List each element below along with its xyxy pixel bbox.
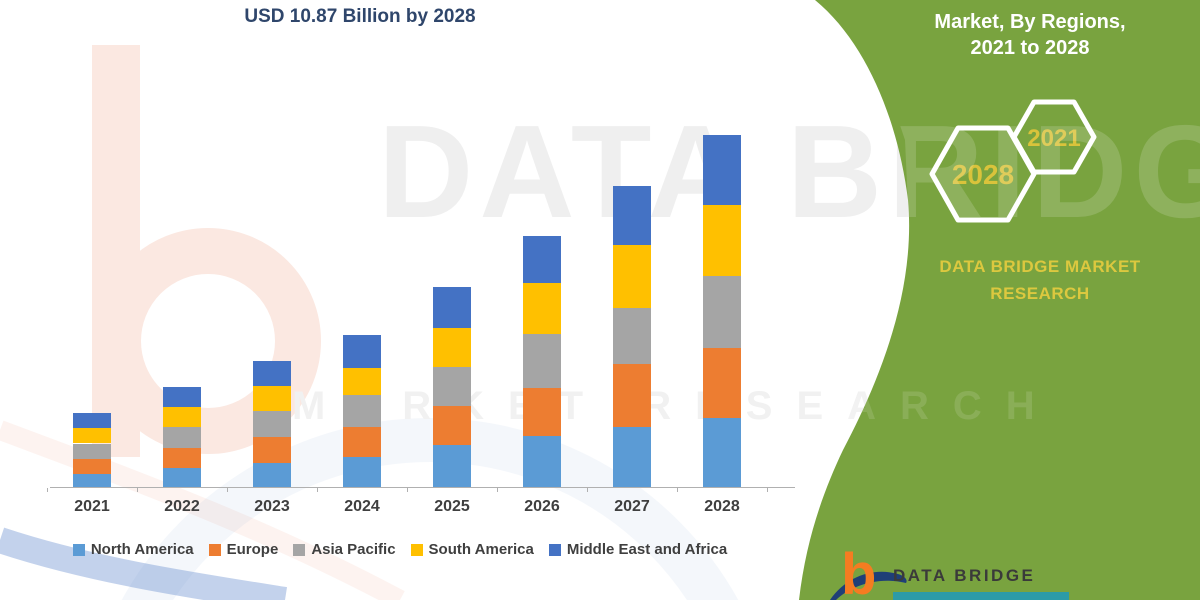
bar-segment-2028-north-america	[703, 417, 741, 488]
x-axis-tick	[407, 488, 408, 492]
bar-segment-2028-south-america	[703, 205, 741, 276]
bar-segment-2024-north-america	[343, 456, 381, 488]
legend-swatch-icon	[548, 543, 561, 556]
bar-segment-2022-asia-pacific	[163, 426, 201, 448]
bar-segment-2025-asia-pacific	[433, 366, 471, 406]
legend-label: South America	[428, 541, 534, 558]
x-axis-tick	[497, 488, 498, 492]
x-axis-label-2022: 2022	[164, 498, 200, 515]
logo-wordmark: DATA BRIDGE	[893, 566, 1036, 585]
bar-segment-2022-middle-east-and-africa	[163, 387, 201, 407]
x-axis-label-2028: 2028	[704, 498, 740, 515]
bar-segment-2024-south-america	[343, 367, 381, 396]
bar-segment-2021-europe	[73, 459, 111, 475]
x-axis-label-2026: 2026	[524, 498, 560, 515]
x-axis-tick	[587, 488, 588, 492]
x-axis-label-2021: 2021	[74, 498, 110, 515]
brand-line1: DATA BRIDGE MARKET	[939, 257, 1141, 276]
bar-segment-2022-south-america	[163, 406, 201, 427]
bar-segment-2023-europe	[253, 437, 291, 463]
bar-segment-2023-asia-pacific	[253, 411, 291, 438]
bar-segment-2023-south-america	[253, 385, 291, 412]
bar-segment-2024-middle-east-and-africa	[343, 335, 381, 368]
bar-segment-2026-south-america	[523, 283, 561, 335]
brand-text: DATA BRIDGE MARKET RESEARCH	[880, 253, 1200, 307]
bar-segment-2021-north-america	[73, 474, 111, 488]
panel-heading-line1: Market, By Regions,	[934, 11, 1126, 33]
bar-segment-2027-europe	[613, 363, 651, 427]
bar-segment-2023-middle-east-and-africa	[253, 361, 291, 386]
logo-swoosh-icon	[830, 571, 907, 600]
bar-segment-2024-asia-pacific	[343, 395, 381, 427]
legend-swatch-icon	[293, 543, 306, 556]
bar-segment-2022-europe	[163, 447, 201, 468]
legend-swatch-icon	[410, 543, 423, 556]
bar-segment-2026-asia-pacific	[523, 334, 561, 388]
bar-segment-2027-south-america	[613, 245, 651, 309]
bar-segment-2025-north-america	[433, 444, 471, 488]
bar-segment-2027-middle-east-and-africa	[613, 185, 651, 246]
x-axis-label-2025: 2025	[434, 498, 470, 515]
chart-legend: North America Europe Asia Pacific South Ame…	[25, 541, 775, 558]
hexagon-2021-year: 2021	[1027, 125, 1080, 152]
bar-segment-2028-europe	[703, 347, 741, 418]
x-axis-tick	[317, 488, 318, 492]
brand-line2: RESEARCH	[990, 284, 1090, 303]
hexagon-2028	[929, 125, 1037, 223]
x-axis-tick	[677, 488, 678, 492]
legend-label: Europe	[226, 541, 279, 558]
bar-segment-2027-asia-pacific	[613, 308, 651, 364]
x-axis-tick	[137, 488, 138, 492]
x-axis-line	[50, 487, 795, 488]
panel-heading: Market, By Regions, 2021 to 2028	[880, 9, 1180, 61]
x-axis-tick	[47, 488, 48, 492]
bar-segment-2021-south-america	[73, 427, 111, 444]
legend-item-europe: Europe	[208, 541, 279, 558]
bar-segment-2026-north-america	[523, 435, 561, 488]
bar-segment-2026-europe	[523, 387, 561, 436]
bar-segment-2025-middle-east-and-africa	[433, 286, 471, 328]
legend-item-north-america: North America	[72, 541, 194, 558]
bar-segment-2025-europe	[433, 405, 471, 445]
bar-segment-2021-middle-east-and-africa	[73, 412, 111, 428]
x-axis-label-2027: 2027	[614, 498, 650, 515]
bar-segment-2021-asia-pacific	[73, 443, 111, 460]
bar-segment-2028-asia-pacific	[703, 275, 741, 348]
legend-label: Asia Pacific	[311, 541, 396, 558]
legend-label: North America	[90, 541, 194, 558]
bar-segment-2028-middle-east-and-africa	[703, 135, 741, 206]
legend-swatch-icon	[208, 543, 221, 556]
legend-label: Middle East and Africa	[566, 541, 728, 558]
chart-title: USD 10.87 Billion by 2028	[244, 6, 476, 27]
bar-segment-2027-north-america	[613, 426, 651, 488]
x-axis-tick	[767, 488, 768, 492]
x-axis-label-2023: 2023	[254, 498, 290, 515]
logo-banner-strip	[893, 592, 1069, 600]
panel-heading-line2: 2021 to 2028	[970, 37, 1090, 59]
hexagon-2028-year: 2028	[952, 159, 1014, 190]
logo-b-icon: b	[841, 542, 877, 600]
x-axis-tick	[227, 488, 228, 492]
green-panel-shape	[799, 0, 1200, 600]
bar-segment-2026-middle-east-and-africa	[523, 236, 561, 284]
legend-swatch-icon	[72, 543, 85, 556]
bar-segment-2025-south-america	[433, 327, 471, 367]
legend-item-middle-east-and-africa: Middle East and Africa	[548, 541, 728, 558]
legend-item-south-america: South America	[410, 541, 534, 558]
bar-segment-2022-north-america	[163, 467, 201, 488]
x-axis-label-2024: 2024	[344, 498, 380, 515]
legend-item-asia-pacific: Asia Pacific	[293, 541, 396, 558]
bar-segment-2024-europe	[343, 426, 381, 457]
bar-segment-2023-north-america	[253, 462, 291, 488]
